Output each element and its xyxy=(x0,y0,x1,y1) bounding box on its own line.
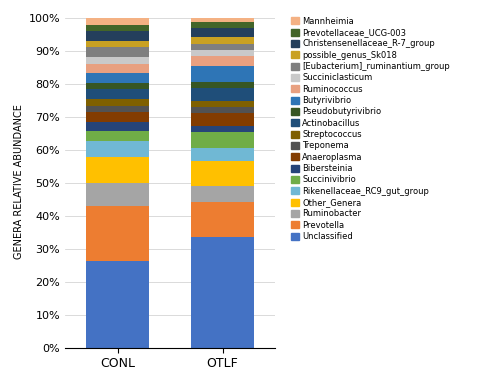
Bar xyxy=(86,90,149,99)
Bar xyxy=(191,37,254,44)
Bar xyxy=(191,44,254,50)
Bar xyxy=(86,41,149,48)
Y-axis label: GENERA RELATIVE ABUNDANCE: GENERA RELATIVE ABUNDANCE xyxy=(14,104,24,259)
Bar xyxy=(191,50,254,56)
Bar xyxy=(191,101,254,107)
Bar xyxy=(191,19,254,22)
Bar xyxy=(86,99,149,105)
Bar xyxy=(191,56,254,66)
Bar xyxy=(86,57,149,64)
Bar xyxy=(191,202,254,237)
Bar xyxy=(86,31,149,41)
Bar xyxy=(191,186,254,202)
Bar xyxy=(191,132,254,148)
Bar xyxy=(86,25,149,31)
Bar xyxy=(86,73,149,83)
Bar xyxy=(86,112,149,122)
Bar xyxy=(191,82,254,88)
Bar xyxy=(191,22,254,28)
Bar xyxy=(86,105,149,112)
Bar xyxy=(191,161,254,186)
Bar xyxy=(191,28,254,37)
Legend: Mannheimia, Prevotellaceae_UCG-003, Christensenellaceae_R-7_group, possible_genu: Mannheimia, Prevotellaceae_UCG-003, Chri… xyxy=(290,16,451,242)
Bar xyxy=(191,113,254,126)
Bar xyxy=(86,83,149,90)
Bar xyxy=(86,64,149,73)
Bar xyxy=(86,206,149,260)
Bar xyxy=(191,107,254,113)
Bar xyxy=(191,126,254,132)
Bar xyxy=(191,237,254,348)
Bar xyxy=(191,88,254,101)
Bar xyxy=(191,66,254,82)
Bar xyxy=(86,260,149,348)
Bar xyxy=(86,157,149,183)
Bar xyxy=(86,141,149,157)
Bar xyxy=(86,48,149,57)
Bar xyxy=(86,122,149,132)
Bar xyxy=(191,148,254,161)
Bar xyxy=(86,183,149,206)
Bar xyxy=(86,19,149,25)
Bar xyxy=(86,132,149,141)
